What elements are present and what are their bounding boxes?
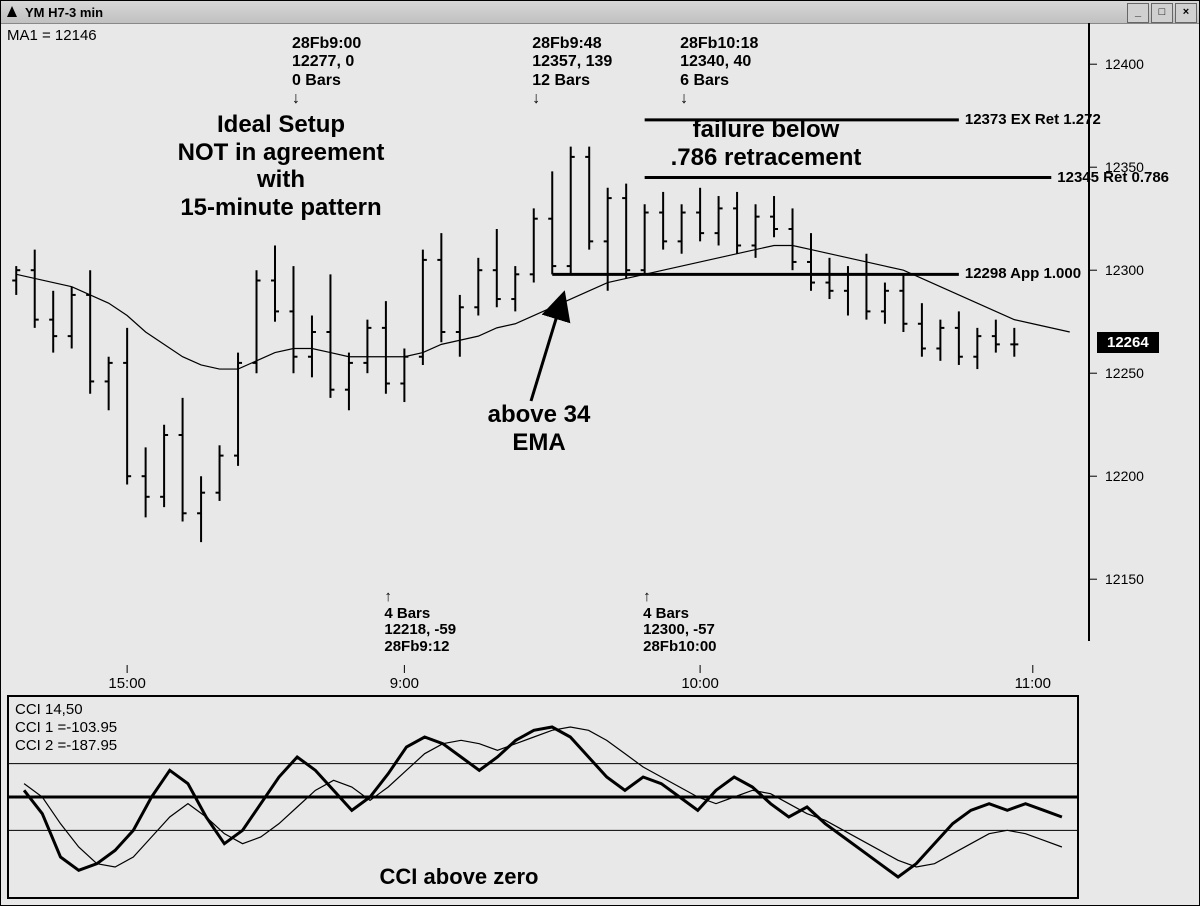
- level-label: 12373 EX Ret 1.272: [965, 111, 1101, 128]
- svg-text:12300: 12300: [1105, 262, 1144, 278]
- svg-text:12150: 12150: [1105, 571, 1144, 587]
- level-label: 12298 App 1.000: [965, 265, 1081, 282]
- svg-text:12200: 12200: [1105, 468, 1144, 484]
- time-tick: 10:00: [681, 675, 719, 692]
- time-tick: 9:00: [390, 675, 419, 692]
- cci-panel[interactable]: CCI 14,50 CCI 1 =-103.95 CCI 2 =-187.95 …: [7, 695, 1079, 899]
- svg-text:12400: 12400: [1105, 56, 1144, 72]
- swing-marker: 28Fb9:0012277, 00 Bars↓: [292, 35, 361, 109]
- swing-marker: ↑4 Bars12218, -5928Fb9:12: [384, 589, 456, 655]
- chart-annotation: Ideal SetupNOT in agreementwith15-minute…: [131, 111, 431, 221]
- chart-annotation: above 34EMA: [449, 401, 629, 456]
- current-price-badge: 12264: [1097, 332, 1159, 353]
- swing-marker: ↑4 Bars12300, -5728Fb10:00: [643, 589, 716, 655]
- level-label: 12345 Ret 0.786: [1057, 169, 1169, 186]
- chart-window: YM H7-3 min _ □ × MA1 = 12146 1215012200…: [0, 0, 1200, 906]
- swing-marker: 28Fb9:4812357, 13912 Bars↓: [532, 35, 612, 109]
- time-tick: 11:00: [1015, 675, 1051, 692]
- cci-labels: CCI 14,50 CCI 1 =-103.95 CCI 2 =-187.95: [15, 701, 117, 755]
- cci-annotation: CCI above zero: [329, 864, 589, 889]
- chart-annotation: failure below.786 retracement: [626, 116, 906, 171]
- swing-marker: 28Fb10:1812340, 406 Bars↓: [680, 35, 758, 109]
- svg-text:12250: 12250: [1105, 365, 1144, 381]
- time-tick: 15:00: [108, 675, 146, 692]
